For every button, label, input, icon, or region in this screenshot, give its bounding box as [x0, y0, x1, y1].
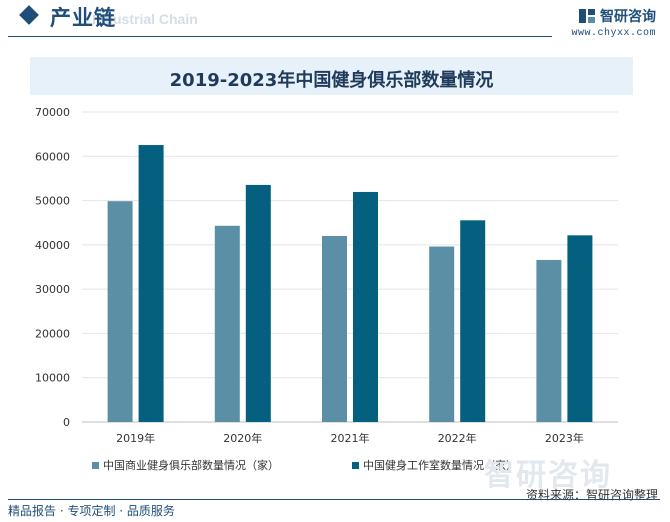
chart-title: 2019-2023年中国健身俱乐部数量情况 — [169, 70, 494, 91]
y-tick-label: 10000 — [35, 372, 70, 385]
y-tick-label: 30000 — [35, 283, 70, 296]
section-subtitle: Industrial Chain — [92, 11, 198, 27]
header-divider — [8, 36, 552, 37]
y-tick-label: 40000 — [35, 239, 70, 252]
watermark-text: 智研咨询 — [484, 458, 612, 493]
y-tick-label: 50000 — [35, 195, 70, 208]
x-tick-label: 2023年 — [545, 431, 584, 445]
legend-label: 中国健身工作室数量情况（家） — [363, 458, 517, 472]
x-tick-label: 2022年 — [438, 431, 477, 445]
y-tick-label: 70000 — [35, 106, 70, 119]
bar — [245, 184, 271, 422]
bar — [214, 225, 240, 422]
bar — [536, 259, 562, 422]
brand-url: www.chyxx.com — [571, 28, 656, 39]
chart-title-band: 2019-2023年中国健身俱乐部数量情况 — [30, 57, 633, 95]
x-tick-label: 2021年 — [331, 431, 370, 445]
y-tick-label: 20000 — [35, 327, 70, 340]
footer-divider — [8, 499, 660, 500]
bar — [460, 220, 486, 422]
legend-swatch — [92, 462, 99, 469]
brand-block: 智研咨询 www.chyxx.com — [571, 6, 656, 39]
page-header: Industrial Chain 产业链 智研咨询 www.chyxx.com — [0, 0, 670, 40]
brand-name: 智研咨询 — [600, 9, 656, 25]
y-tick-label: 0 — [63, 416, 70, 429]
bar — [353, 191, 378, 422]
x-tick-label: 2019年 — [116, 431, 155, 445]
bar — [322, 236, 347, 422]
footer-tagline: 精品报告 · 专项定制 · 品质服务 — [8, 504, 175, 518]
legend-label: 中国商业健身俱乐部数量情况（家） — [103, 458, 279, 472]
bar — [138, 145, 164, 422]
brand-logo-icon — [579, 9, 595, 23]
x-tick-label: 2020年 — [223, 431, 262, 445]
source-note: 资料来源：智研咨询整理 — [525, 488, 658, 502]
bar — [429, 246, 455, 422]
bar — [567, 235, 593, 422]
section-title: 产业链 — [50, 6, 116, 30]
bar — [107, 201, 133, 422]
legend-swatch — [352, 462, 359, 469]
y-tick-label: 60000 — [35, 150, 70, 163]
